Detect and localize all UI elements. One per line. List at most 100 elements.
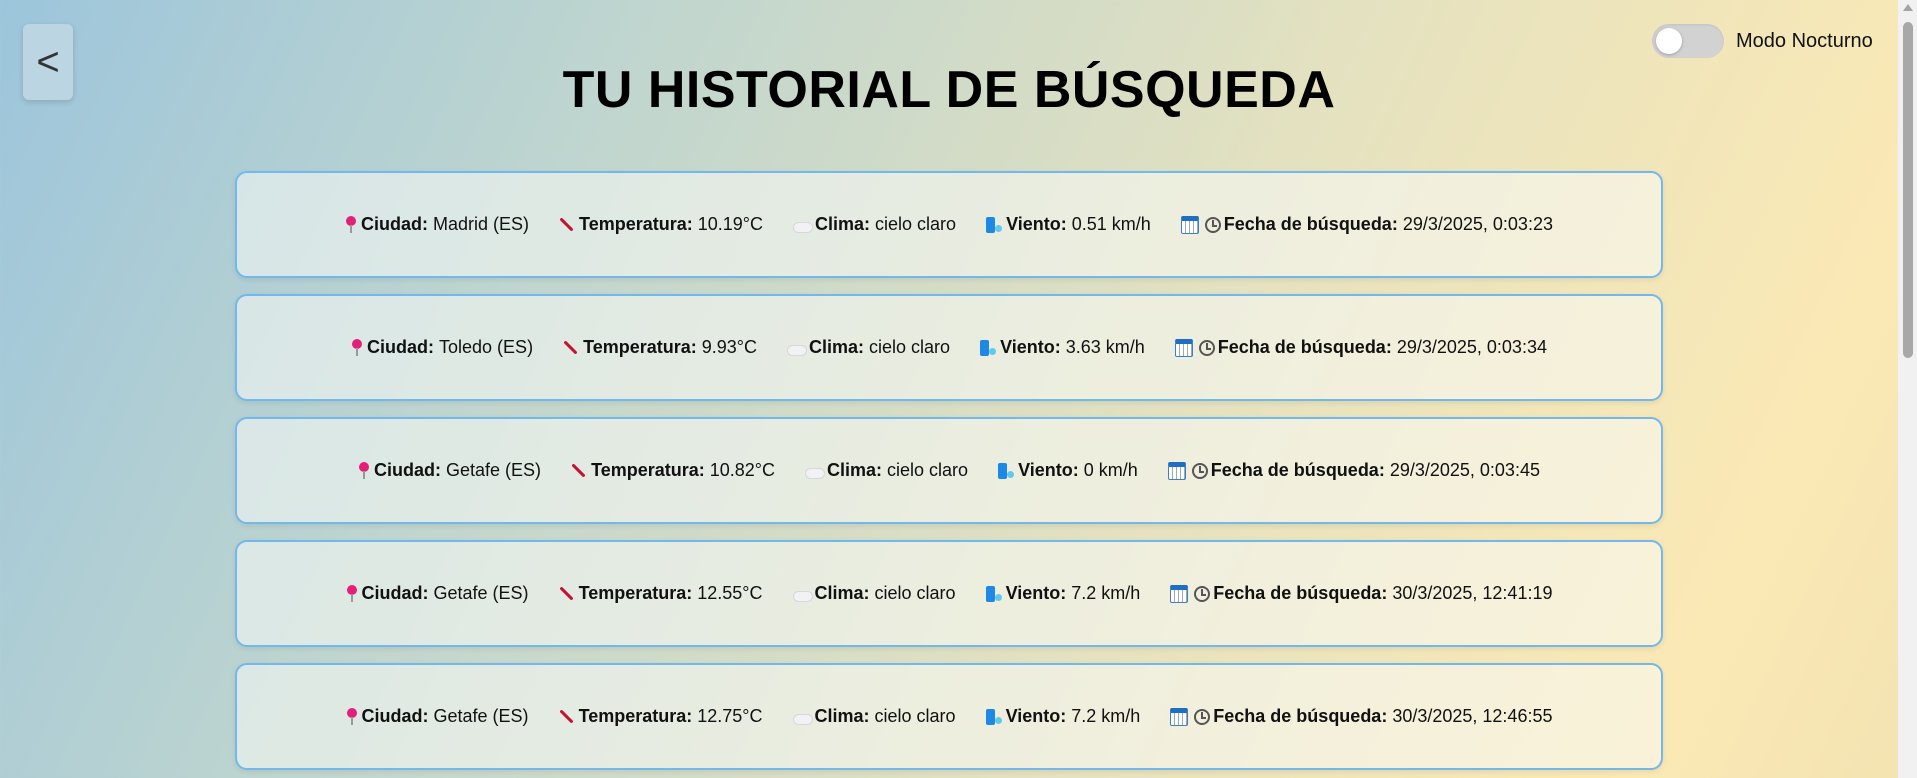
wind-icon: [985, 585, 1002, 603]
weather-value: cielo claro: [875, 214, 957, 234]
wind-label: Viento:: [1018, 460, 1079, 480]
wind-label: Viento:: [1006, 214, 1067, 234]
weather-field: Clima: cielo claro: [805, 460, 968, 481]
city-field: Ciudad: Getafe (ES): [358, 460, 541, 481]
calendar-icon: [1167, 461, 1186, 480]
temperature-label: Temperatura:: [578, 583, 693, 603]
weather-field: Clima: cielo claro: [793, 214, 956, 235]
temperature-label: Temperatura:: [578, 706, 693, 726]
city-value: Madrid (ES): [433, 214, 530, 234]
cloud-icon: [792, 588, 813, 602]
switch-knob: [1656, 28, 1682, 54]
wind-field: Viento: 7.2 km/h: [985, 583, 1140, 604]
history-list: Ciudad: Madrid (ES) Temperatura: 10.19°C…: [235, 171, 1663, 778]
date-field: Fecha de búsqueda: 30/3/2025, 12:41:19: [1170, 583, 1552, 604]
city-value: Getafe (ES): [433, 706, 529, 726]
wind-field: Viento: 7.2 km/h: [985, 706, 1141, 727]
calendar-icon: [1170, 584, 1189, 603]
date-field: Fecha de búsqueda: 29/3/2025, 0:03:34: [1174, 337, 1547, 358]
thermometer-icon: [559, 217, 575, 233]
city-label: Ciudad:: [361, 583, 429, 603]
clock-icon: [1191, 462, 1208, 479]
pin-icon: [345, 215, 357, 234]
date-field: Fecha de búsqueda: 30/3/2025, 12:46:55: [1170, 706, 1552, 727]
thermometer-icon: [571, 463, 587, 479]
night-mode-label: Modo Nocturno: [1736, 29, 1873, 52]
city-label: Ciudad:: [361, 214, 429, 234]
date-label: Fecha de búsqueda:: [1213, 583, 1388, 603]
cloud-icon: [792, 711, 813, 725]
scrollbar-thumb[interactable]: [1903, 22, 1913, 358]
clock-icon: [1194, 585, 1211, 602]
wind-icon: [985, 708, 1002, 726]
page-title: TU HISTORIAL DE BÚSQUEDA: [562, 61, 1336, 119]
date-value: 29/3/2025, 0:03:23: [1402, 214, 1553, 234]
wind-value: 0.51 km/h: [1071, 214, 1151, 234]
temperature-value: 12.55°C: [697, 583, 763, 603]
weather-value: cielo claro: [874, 706, 956, 726]
city-value: Getafe (ES): [446, 460, 542, 480]
thermometer-icon: [559, 709, 575, 725]
history-card: Ciudad: Getafe (ES) Temperatura: 12.75°C…: [235, 663, 1663, 770]
weather-label: Clima:: [809, 337, 865, 357]
wind-label: Viento:: [1005, 706, 1067, 726]
temperature-field: Temperatura: 10.82°C: [571, 460, 775, 481]
cloud-icon: [805, 465, 826, 479]
city-field: Ciudad: Madrid (ES): [345, 214, 529, 235]
wind-label: Viento:: [1000, 337, 1061, 357]
wind-value: 3.63 km/h: [1065, 337, 1145, 357]
temperature-label: Temperatura:: [591, 460, 705, 480]
temperature-value: 12.75°C: [697, 706, 763, 726]
back-button[interactable]: <: [23, 24, 73, 100]
city-field: Ciudad: Getafe (ES): [346, 583, 529, 604]
wind-field: Viento: 0.51 km/h: [986, 214, 1151, 235]
pin-icon: [351, 338, 363, 357]
temperature-field: Temperatura: 12.55°C: [559, 583, 763, 604]
weather-label: Clima:: [814, 706, 870, 726]
weather-field: Clima: cielo claro: [787, 337, 950, 358]
weather-label: Clima:: [827, 460, 883, 480]
history-card: Ciudad: Madrid (ES) Temperatura: 10.19°C…: [235, 171, 1663, 278]
wind-value: 0 km/h: [1083, 460, 1138, 480]
temperature-label: Temperatura:: [583, 337, 697, 357]
pin-icon: [346, 707, 358, 726]
city-field: Ciudad: Getafe (ES): [346, 706, 529, 727]
temperature-value: 9.93°C: [701, 337, 757, 357]
history-card: Ciudad: Getafe (ES) Temperatura: 10.82°C…: [235, 417, 1663, 524]
date-label: Fecha de búsqueda:: [1223, 214, 1398, 234]
history-card: Ciudad: Toledo (ES) Temperatura: 9.93°C …: [235, 294, 1663, 401]
wind-value: 7.2 km/h: [1071, 706, 1141, 726]
weather-label: Clima:: [814, 583, 870, 603]
vertical-scrollbar[interactable]: [1898, 0, 1917, 778]
weather-value: cielo claro: [869, 337, 951, 357]
temperature-field: Temperatura: 9.93°C: [563, 337, 757, 358]
date-value: 29/3/2025, 0:03:34: [1396, 337, 1547, 357]
temperature-field: Temperatura: 10.19°C: [559, 214, 763, 235]
city-label: Ciudad:: [361, 706, 429, 726]
city-value: Getafe (ES): [433, 583, 529, 603]
weather-value: cielo claro: [874, 583, 956, 603]
clock-icon: [1204, 216, 1221, 233]
thermometer-icon: [559, 586, 575, 602]
date-field: Fecha de búsqueda: 29/3/2025, 0:03:23: [1180, 214, 1553, 235]
date-value: 30/3/2025, 12:41:19: [1392, 583, 1553, 603]
wind-field: Viento: 0 km/h: [998, 460, 1138, 481]
cloud-icon: [793, 219, 813, 233]
cloud-icon: [787, 342, 807, 356]
temperature-label: Temperatura:: [579, 214, 693, 234]
night-mode-toggle[interactable]: Modo Nocturno: [1652, 24, 1873, 58]
date-field: Fecha de búsqueda: 29/3/2025, 0:03:45: [1167, 460, 1540, 481]
clock-icon: [1194, 708, 1211, 725]
city-label: Ciudad:: [374, 460, 442, 480]
city-value: Toledo (ES): [439, 337, 534, 357]
date-label: Fecha de búsqueda:: [1210, 460, 1385, 480]
temperature-value: 10.19°C: [697, 214, 763, 234]
temperature-field: Temperatura: 12.75°C: [559, 706, 763, 727]
pin-icon: [358, 461, 370, 480]
weather-value: cielo claro: [887, 460, 969, 480]
night-mode-switch[interactable]: [1652, 24, 1724, 58]
wind-field: Viento: 3.63 km/h: [980, 337, 1145, 358]
scroll-up-arrow-icon[interactable]: [1903, 4, 1913, 11]
date-label: Fecha de búsqueda:: [1213, 706, 1388, 726]
wind-icon: [998, 462, 1015, 480]
